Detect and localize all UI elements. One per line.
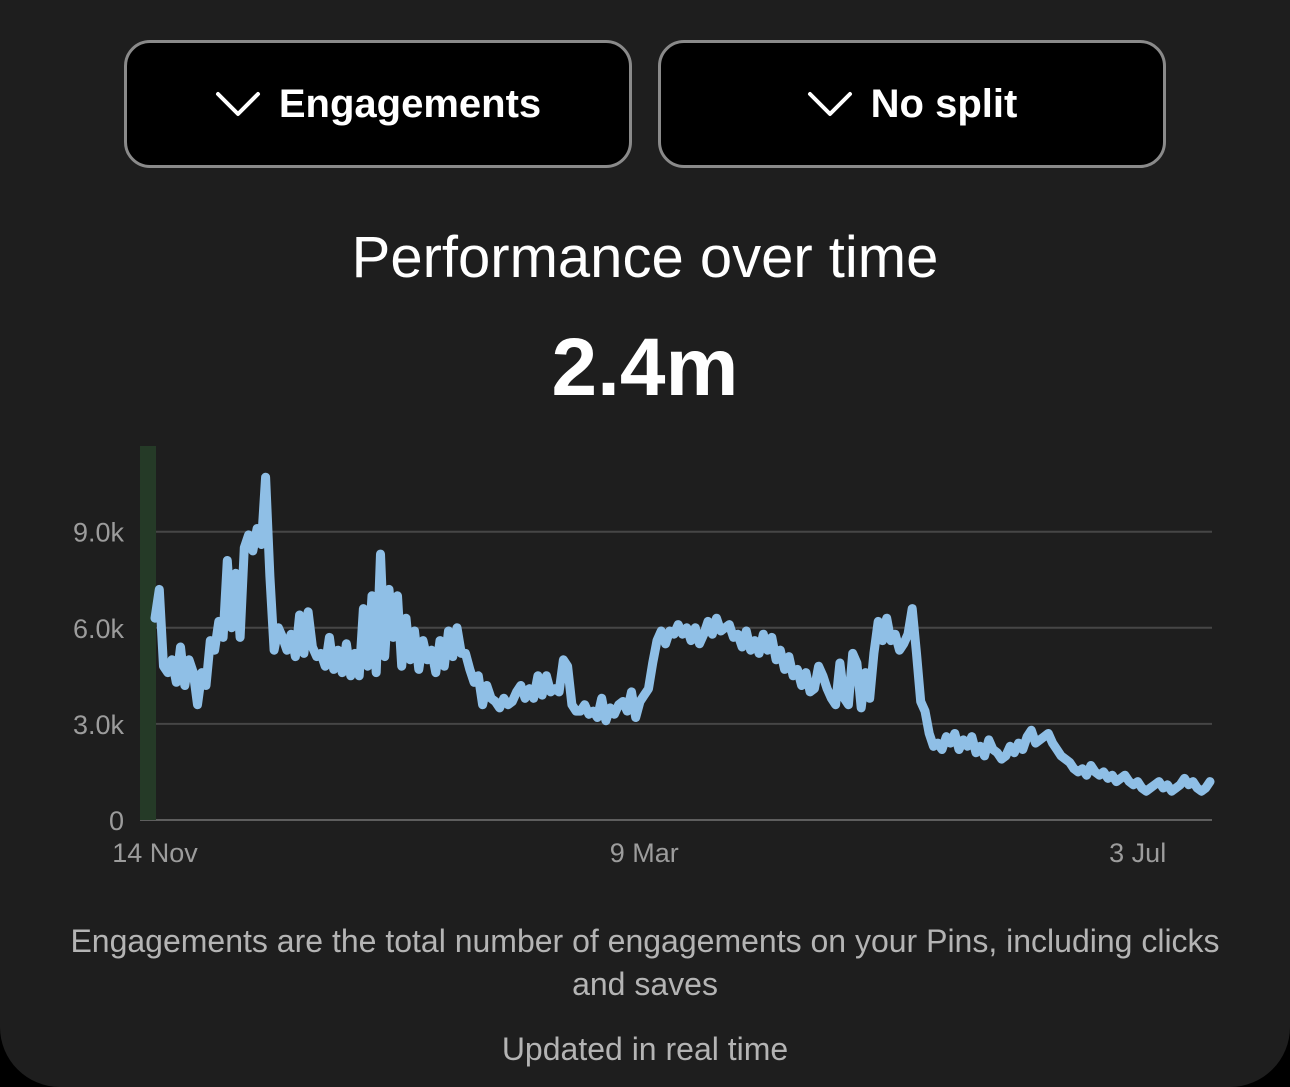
y-tick-label: 0 — [109, 806, 124, 836]
metric-dropdown-label: Engagements — [278, 81, 542, 126]
split-dropdown[interactable]: No split — [658, 40, 1166, 168]
y-tick-label: 9.0k — [73, 518, 125, 548]
chevron-down-icon — [215, 92, 260, 116]
total-value: 2.4m — [551, 322, 739, 413]
x-tick-label: 9 Mar — [610, 838, 679, 868]
x-tick-label: 3 Jul — [1109, 838, 1166, 868]
metric-description: Engagements are the total number of enga… — [70, 923, 1220, 1002]
metric-dropdown[interactable]: Engagements — [124, 40, 632, 168]
chevron-down-icon — [807, 92, 852, 116]
x-tick-label: 14 Nov — [112, 838, 198, 868]
y-axis: 0 3.0k 6.0k 9.0k — [73, 518, 125, 836]
chart-title: Performance over time — [351, 225, 939, 290]
selected-period-highlight — [140, 446, 156, 820]
chart-gridlines — [140, 530, 1212, 821]
engagements-series-line — [150, 472, 1215, 796]
y-tick-label: 3.0k — [73, 710, 125, 740]
update-status: Updated in real time — [501, 1031, 789, 1067]
split-dropdown-label: No split — [870, 81, 1018, 126]
y-tick-label: 6.0k — [73, 614, 125, 644]
